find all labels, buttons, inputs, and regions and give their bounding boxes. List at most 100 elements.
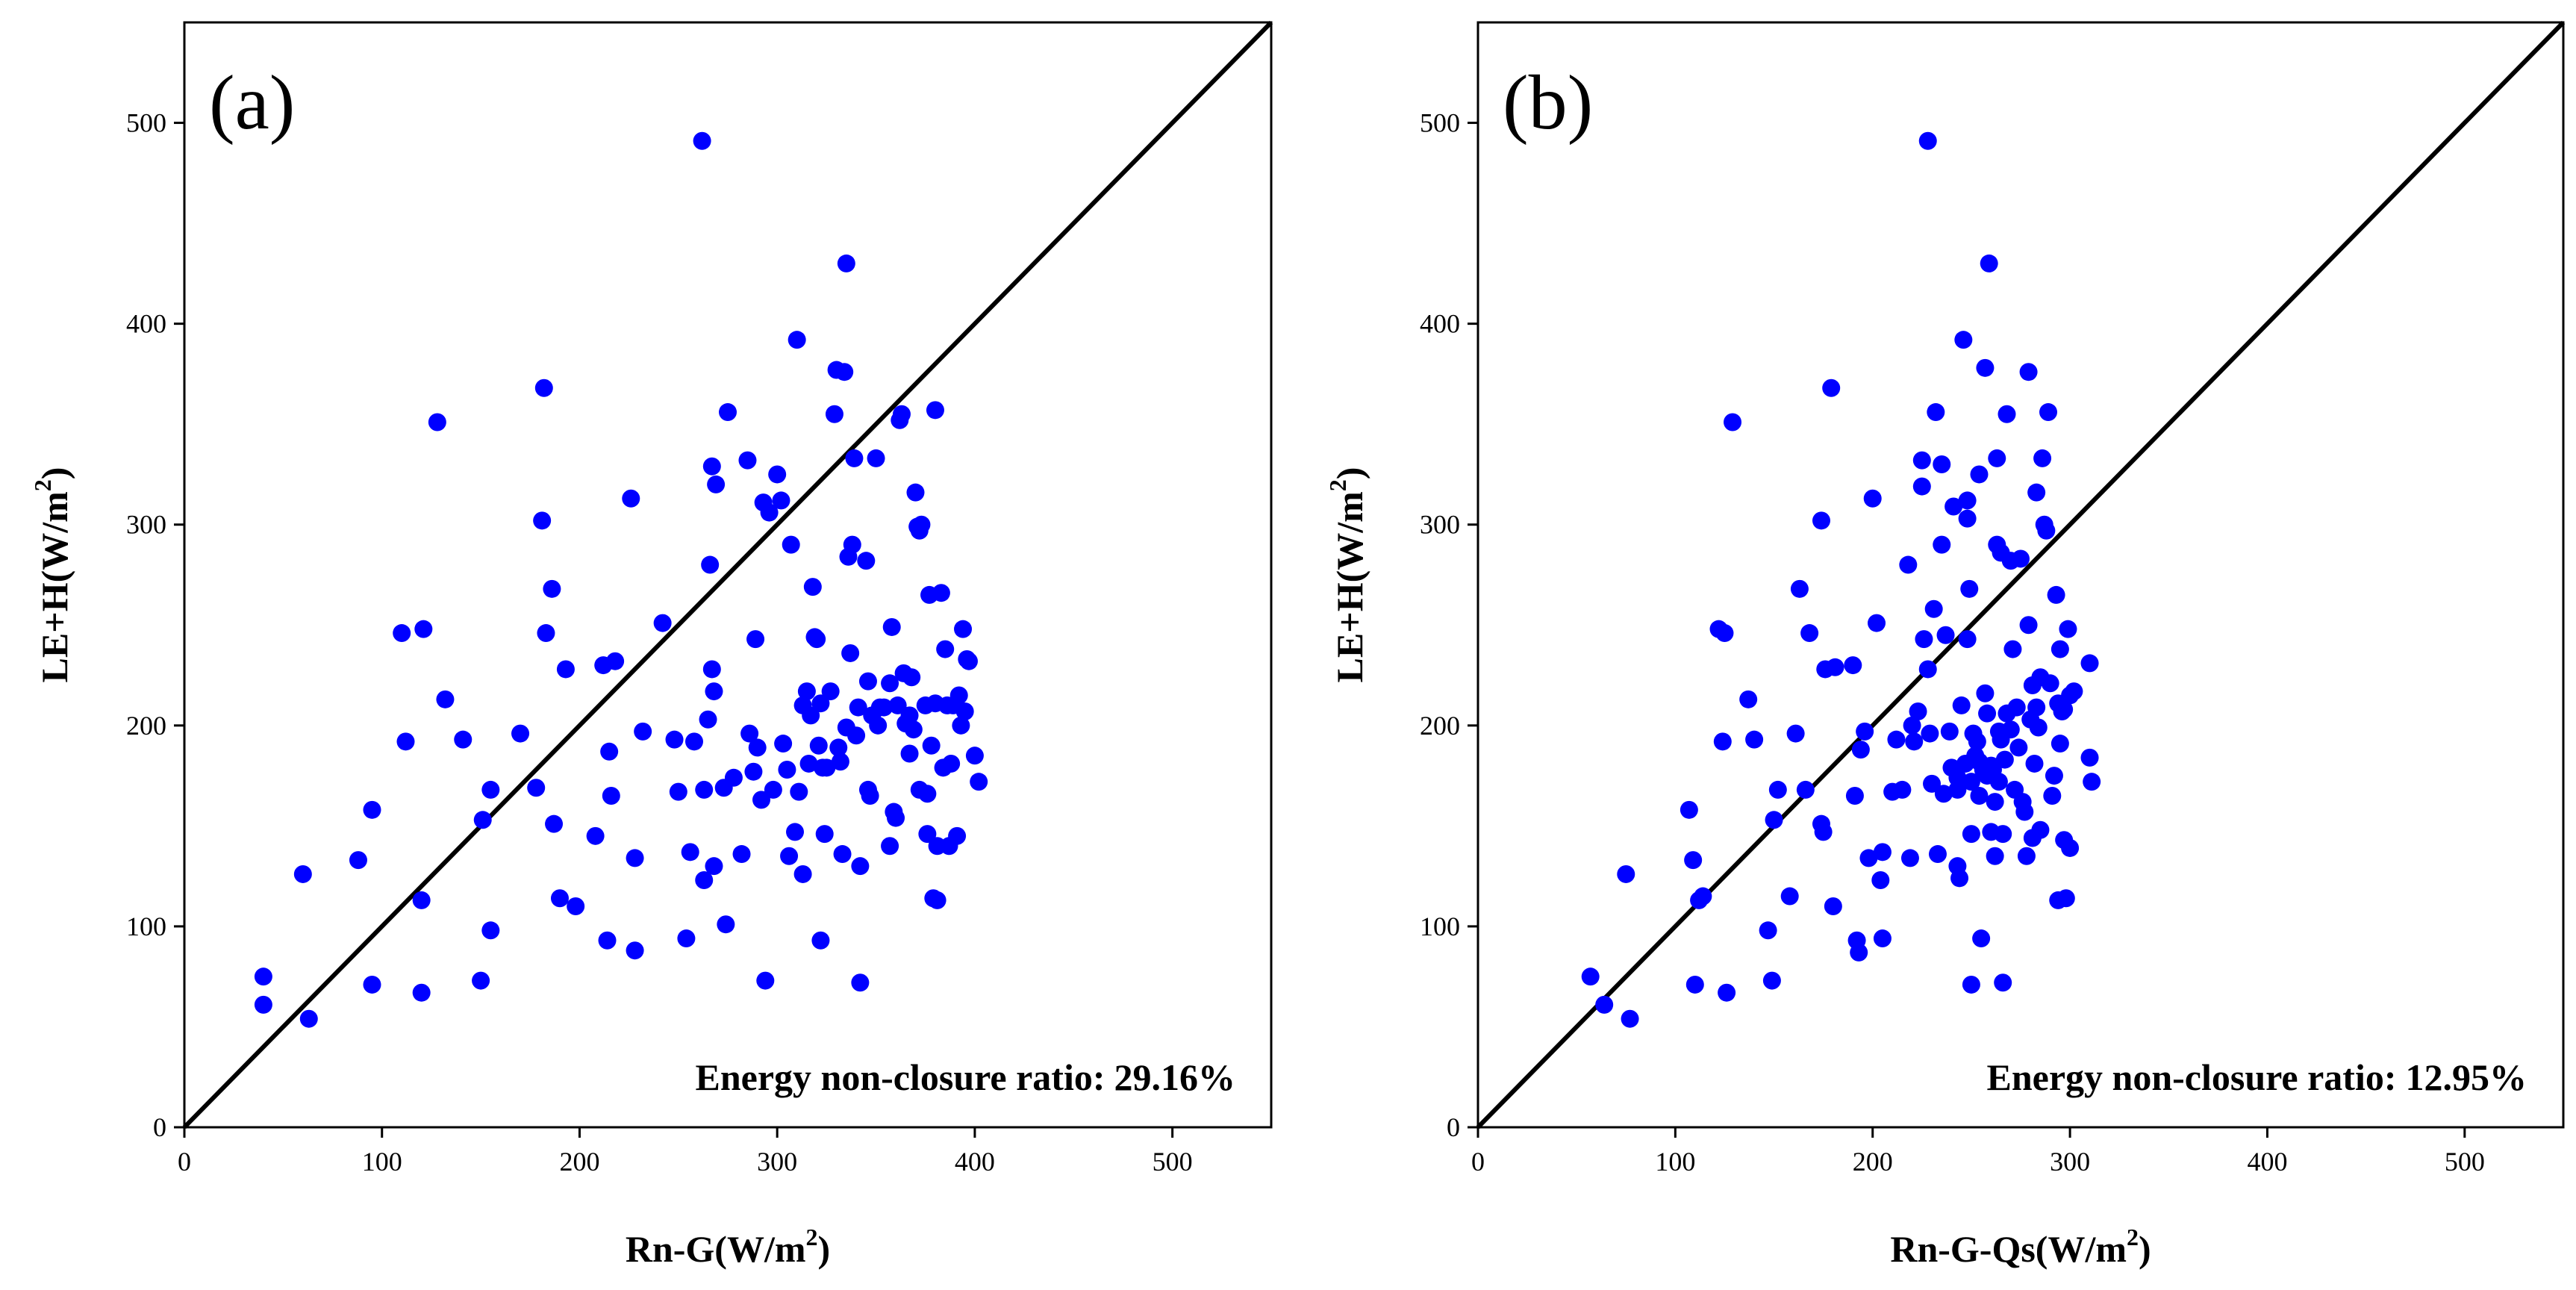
panel-a-point: [843, 535, 861, 554]
panel-a-y-axis-title-end: ): [34, 467, 75, 480]
panel-b-annotation: Energy non-closure ratio: 12.95%: [1986, 1056, 2527, 1098]
panel-b-point: [2007, 698, 2026, 717]
panel-a-point: [481, 921, 500, 940]
panel-a-point: [786, 823, 805, 841]
panel-a-point: [724, 768, 743, 787]
panel-b-point: [2027, 483, 2046, 502]
panel-a-point: [900, 744, 919, 763]
panel-b-point: [1780, 887, 1799, 906]
panel-b-point: [2019, 616, 2038, 635]
panel-b-point: [1994, 825, 2012, 844]
panel-b-point: [1962, 773, 1980, 791]
panel-a-x-tick-label: 400: [955, 1147, 995, 1177]
panel-a-x-tick-label: 300: [757, 1147, 797, 1177]
panel-b-y-tick-label: 0: [1447, 1112, 1460, 1142]
panel-b-point: [1745, 730, 1764, 749]
panel-a-point: [831, 752, 849, 771]
panel-b-point: [1933, 455, 1951, 473]
panel-b-point: [1909, 702, 1927, 720]
panel-b-x-tick-label: 500: [2445, 1147, 2485, 1177]
panel-a-point: [918, 825, 937, 844]
panel-b-point: [1923, 774, 1942, 793]
panel-a-point: [797, 682, 816, 701]
panel-a-one-to-one-line: [182, 20, 1273, 1129]
panel-b-point: [1822, 378, 1841, 397]
panel-b-point: [1724, 413, 1742, 431]
panel-b-point: [1970, 787, 1989, 805]
panel-b-point: [1796, 780, 1815, 799]
panel-b-point: [1918, 660, 1937, 679]
panel-a-point: [875, 698, 894, 717]
panel-a-y-axis-title-main: LE+H(W/m: [34, 491, 75, 682]
panel-b-point: [2050, 735, 2069, 753]
panel-b-point: [1958, 491, 1977, 510]
panel-b-x-axis-title-main: Rn-G-Qs(W/m: [1890, 1228, 2127, 1270]
panel-b-y-axis-title: LE+H(W/m2): [1324, 467, 1370, 683]
panel-b-point: [2001, 720, 2020, 739]
panel-a-point: [965, 747, 984, 765]
panel-b-point: [1718, 983, 1736, 1002]
panel-a-point: [598, 931, 617, 950]
panel-a-point: [858, 672, 877, 691]
panel-a-point: [414, 620, 433, 638]
panel-b-y-tick-label: 200: [1420, 711, 1460, 741]
panel-a-point: [705, 682, 723, 701]
panel-a-point: [744, 762, 763, 781]
panel-a-point: [809, 736, 828, 755]
panel-b-point: [2047, 585, 2065, 604]
panel-b-point: [2050, 640, 2069, 658]
panel-b-point: [1948, 780, 1967, 799]
panel-a-point: [851, 857, 870, 876]
panel-a-point: [857, 552, 876, 570]
panel-a-x-tick-label: 500: [1153, 1147, 1193, 1177]
panel-a-y-axis-title-sup: 2: [29, 479, 56, 491]
panel-b-point: [2080, 654, 2099, 673]
panel-a-point: [454, 730, 473, 749]
panel-b-y-tick-label: 300: [1420, 510, 1460, 540]
panel-b-point: [1970, 465, 1989, 484]
panel-a-point: [293, 864, 312, 883]
panel-b-point: [2059, 620, 2077, 638]
panel-a-y-tick-label: 500: [126, 108, 166, 138]
panel-a-point: [732, 845, 751, 864]
panel-a-y-axis-title: LE+H(W/m2): [29, 467, 75, 683]
panel-b-point: [2039, 403, 2058, 422]
panel-b-point: [1684, 851, 1703, 870]
panel-a-point: [959, 652, 978, 670]
panel-a-point: [912, 515, 931, 534]
panel-b-x-tick-label: 0: [1471, 1147, 1485, 1177]
panel-a-point: [534, 378, 553, 397]
panel-b-point: [1958, 630, 1977, 649]
panel-a-point: [904, 720, 923, 739]
panel-a-point: [760, 503, 779, 522]
panel-b-point: [1713, 732, 1732, 751]
panel-b-point: [1921, 724, 1939, 743]
panel-b-point: [1812, 511, 1830, 530]
panel-a-point: [472, 971, 490, 990]
panel-a-point: [788, 331, 806, 349]
panel-b-point: [1954, 331, 1973, 349]
panel-b-point: [1980, 254, 1998, 272]
panel-b-point: [1978, 704, 1997, 723]
panel-b-point: [1685, 975, 1704, 994]
panel-a-point: [602, 787, 620, 805]
panel-a-y-tick-label: 100: [126, 912, 166, 941]
panel-a-point: [790, 782, 808, 801]
panel-b-point: [1972, 929, 1991, 948]
panel-b-point: [2041, 674, 2059, 693]
panel-b-point: [1768, 780, 1787, 799]
panel-b-point: [2083, 773, 2101, 791]
panel-b-point: [1800, 624, 1819, 643]
panel-a-point: [926, 401, 944, 420]
panel-b-plot-frame: [1476, 21, 2565, 1129]
panel-a-annotation-value: 29.16%: [1114, 1056, 1236, 1098]
panel-a: 0 100 200 300 400 500 0 100 200 300 400 500 (a) Ene…: [29, 20, 1273, 1270]
panel-b-point: [2065, 682, 2083, 701]
panel-b-one-to-one-line: [1476, 20, 2566, 1129]
panel-b-point: [2056, 889, 2075, 908]
panel-a-y-tick-label: 300: [126, 510, 166, 540]
panel-a-point: [902, 668, 921, 687]
panel-b-point: [1871, 871, 1890, 890]
panel-b-point: [1950, 869, 1969, 888]
panel-b-point: [1934, 785, 1953, 803]
